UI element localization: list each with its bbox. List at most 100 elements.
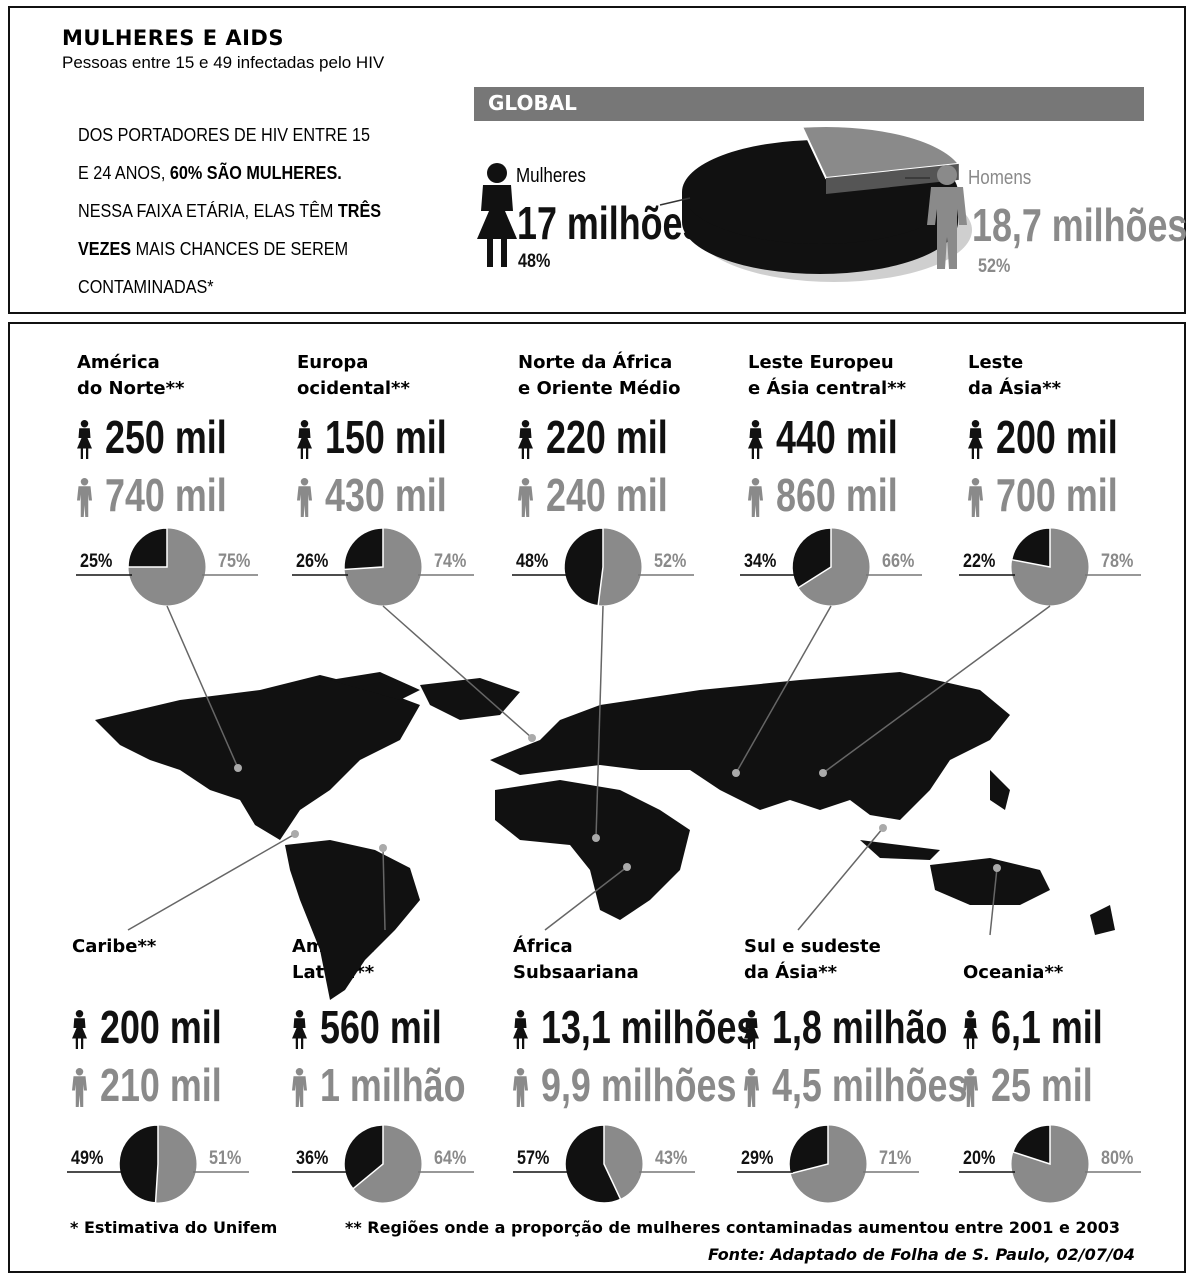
sul-sudeste-asia-man-icon-body	[744, 1076, 759, 1107]
global-man-icon	[927, 165, 967, 269]
leste-asia-pie	[819, 527, 1141, 777]
caribe-woman-icon-head	[75, 1010, 84, 1018]
map-north-america	[95, 675, 420, 840]
caribe-map-dot	[291, 830, 299, 838]
america-latina-men-pct: 64%	[434, 1148, 467, 1169]
global-woman-icon-head	[487, 163, 507, 183]
africa-subsaariana-men-value: 9,9 milhões	[541, 1059, 737, 1111]
global-panel	[8, 6, 1186, 314]
norte-africa-women-value: 220 mil	[546, 411, 668, 463]
intro-line-4: VEZES MAIS CHANCES DE SEREM	[78, 230, 420, 268]
africa-subsaariana-man-icon-body	[513, 1076, 528, 1107]
global-men-pct: 52%	[978, 256, 1011, 277]
norte-africa-man-icon-head	[521, 478, 530, 486]
sul-sudeste-asia-woman-icon	[744, 1010, 759, 1049]
america-latina-woman-icon-body	[292, 1018, 307, 1039]
europa-ocidental-woman-icon	[297, 420, 312, 459]
europa-ocidental-woman-icon-leg-r	[306, 448, 309, 459]
leste-europeu-woman-icon-leg-r	[757, 448, 760, 459]
regions-panel	[8, 322, 1186, 1273]
sul-sudeste-asia-man-icon-head	[747, 1068, 756, 1076]
sul-sudeste-asia-man-icon	[744, 1068, 759, 1107]
africa-subsaariana-man-icon-head	[516, 1068, 525, 1076]
oceania-woman-icon-leg-l	[966, 1038, 969, 1049]
global-woman-icon-body	[477, 185, 517, 239]
america-norte-men-pct: 75%	[218, 551, 251, 572]
europa-ocidental-pie	[292, 527, 536, 742]
intro-line-4-bold: VEZES	[78, 239, 132, 259]
sul-sudeste-asia-leader-line	[797, 827, 884, 931]
europa-ocidental-women-pct: 26%	[296, 551, 329, 572]
norte-africa-woman-icon-head	[521, 420, 530, 428]
leste-asia-woman-icon-leg-r	[977, 448, 980, 459]
sul-sudeste-asia-map-dot	[879, 824, 887, 832]
global-woman-icon-leg-l	[487, 239, 493, 267]
caribe-woman-icon-body	[72, 1018, 87, 1039]
caribe-man-icon	[72, 1068, 87, 1107]
norte-africa-women-pct: 48%	[516, 551, 549, 572]
america-norte-woman-icon-head	[80, 420, 89, 428]
global-men-label: Homens	[968, 167, 1032, 189]
america-norte-man-icon-head	[80, 478, 89, 486]
europa-ocidental-man-icon-body	[297, 486, 312, 517]
caribe-pie-slice-women	[118, 1124, 159, 1204]
oceania-man-icon-body	[963, 1076, 978, 1107]
global-women-pct: 48%	[518, 251, 551, 272]
america-norte-women-pct: 25%	[80, 551, 113, 572]
global-pie-slice-men	[800, 125, 961, 180]
europa-ocidental-title: Europa ocidental**	[297, 352, 410, 399]
africa-subsaariana-title: África Subsaariana	[513, 936, 639, 983]
map-south-america	[285, 840, 420, 1000]
leste-asia-men-pct: 78%	[1101, 551, 1134, 572]
america-norte-men-value: 740 mil	[105, 469, 227, 521]
oceania-woman-icon-leg-r	[972, 1038, 975, 1049]
sul-sudeste-asia-pie	[737, 824, 919, 1204]
norte-africa-leader-line	[595, 605, 604, 839]
source-note: Fonte: Adaptado de Folha de S. Paulo, 02…	[708, 1245, 1135, 1264]
africa-subsaariana-map-dot	[623, 863, 631, 871]
america-latina-man-icon-body	[292, 1076, 307, 1107]
africa-subsaariana-leader-line	[544, 866, 628, 931]
leste-europeu-title: Leste Europeu e Ásia central**	[748, 352, 907, 399]
caribe-leader-line	[127, 833, 296, 931]
map-new-zealand	[1090, 905, 1115, 935]
leste-asia-women-pct: 22%	[963, 551, 996, 572]
leste-asia-pie-slice-women	[1010, 527, 1051, 568]
global-pie	[659, 125, 972, 282]
global-woman-icon-leg-r	[501, 239, 507, 267]
europa-ocidental-woman-icon-body	[297, 428, 312, 449]
oceania-title: Oceania**	[963, 962, 1064, 983]
norte-africa-woman-icon-leg-l	[521, 448, 524, 459]
norte-africa-pie-slice-women	[563, 527, 604, 607]
sul-sudeste-asia-title: Sul e sudeste da Ásia**	[744, 936, 881, 983]
norte-africa-woman-icon-body	[518, 428, 533, 449]
global-man-icon-head	[937, 165, 957, 185]
europa-ocidental-men-value: 430 mil	[325, 469, 447, 521]
caribe-woman-icon	[72, 1010, 87, 1049]
leste-europeu-man-icon-body	[748, 486, 763, 517]
america-norte-woman-icon-leg-r	[86, 448, 89, 459]
caribe-woman-icon-leg-r	[81, 1038, 84, 1049]
oceania-woman-icon	[963, 1010, 978, 1049]
caribe-women-pct: 49%	[71, 1148, 104, 1169]
page-subtitle: Pessoas entre 15 e 49 infectadas pelo HI…	[62, 53, 385, 72]
africa-subsaariana-man-icon	[513, 1068, 528, 1107]
america-norte-man-icon-body	[77, 486, 92, 517]
america-latina-leader-line	[382, 847, 386, 931]
leste-asia-woman-icon-head	[971, 420, 980, 428]
america-norte-map-dot	[234, 764, 242, 772]
sul-sudeste-asia-pie-slice-women	[788, 1124, 829, 1175]
africa-subsaariana-men-pct: 43%	[655, 1148, 688, 1169]
norte-africa-woman-icon	[518, 420, 533, 459]
leste-europeu-man-icon	[748, 478, 763, 517]
sul-sudeste-asia-woman-icon-leg-r	[753, 1038, 756, 1049]
map-australia	[930, 858, 1050, 905]
footnote-regions: ** Regiões onde a proporção de mulheres …	[345, 1218, 1120, 1237]
footnote-unifem: * Estimativa do Unifem	[70, 1218, 278, 1237]
leste-asia-woman-icon-body	[968, 428, 983, 449]
america-norte-man-icon	[77, 478, 92, 517]
oceania-women-pct: 20%	[963, 1148, 996, 1169]
europa-ocidental-men-pct: 74%	[434, 551, 467, 572]
america-norte-leader-line	[166, 605, 239, 769]
